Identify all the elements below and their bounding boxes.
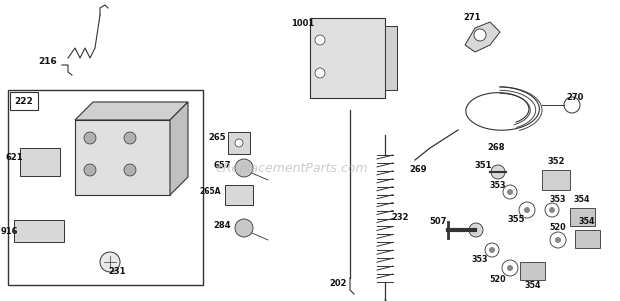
Circle shape	[502, 260, 518, 276]
Circle shape	[235, 219, 253, 237]
Text: 354: 354	[574, 196, 590, 204]
Circle shape	[519, 202, 535, 218]
Circle shape	[524, 207, 530, 213]
Bar	[520, 262, 545, 280]
Bar	[8, 90, 203, 285]
Text: 232: 232	[391, 213, 409, 222]
Circle shape	[503, 185, 517, 199]
Circle shape	[100, 252, 120, 272]
Text: 520: 520	[490, 275, 507, 284]
Text: 352: 352	[547, 157, 565, 166]
Text: 265: 265	[208, 134, 226, 142]
Text: 202: 202	[329, 280, 347, 288]
Bar	[575, 230, 600, 248]
Polygon shape	[170, 102, 188, 195]
Circle shape	[124, 164, 136, 176]
Text: 231: 231	[108, 268, 126, 277]
Text: 507: 507	[429, 218, 446, 226]
Text: 354: 354	[578, 218, 595, 226]
Text: 353: 353	[550, 196, 566, 204]
Bar	[225, 185, 253, 205]
Bar	[570, 208, 595, 226]
Circle shape	[507, 189, 513, 195]
Circle shape	[550, 232, 566, 248]
Circle shape	[235, 159, 253, 177]
Text: 265A: 265A	[199, 188, 221, 197]
Text: 269: 269	[409, 166, 427, 175]
Text: 353: 353	[490, 181, 507, 190]
Text: 354: 354	[525, 281, 541, 290]
Circle shape	[84, 132, 96, 144]
Bar	[10, 92, 38, 110]
Bar	[75, 120, 170, 195]
Text: eReplacementParts.com: eReplacementParts.com	[215, 162, 368, 175]
Text: 621: 621	[5, 154, 23, 163]
Text: 268: 268	[487, 144, 505, 153]
Circle shape	[545, 203, 559, 217]
Circle shape	[124, 132, 136, 144]
Text: 271: 271	[463, 14, 480, 23]
Bar	[20, 148, 60, 176]
Text: 270: 270	[566, 92, 583, 101]
Circle shape	[474, 29, 486, 41]
Text: 657: 657	[213, 160, 231, 169]
Polygon shape	[385, 26, 397, 90]
Circle shape	[84, 164, 96, 176]
Text: 916: 916	[0, 228, 18, 237]
Text: 520: 520	[550, 224, 566, 232]
Circle shape	[491, 165, 505, 179]
Text: 1001: 1001	[291, 20, 314, 29]
Circle shape	[564, 97, 580, 113]
Circle shape	[315, 35, 325, 45]
Polygon shape	[75, 102, 188, 120]
Polygon shape	[465, 22, 500, 52]
Text: 351: 351	[474, 160, 492, 169]
Circle shape	[555, 237, 561, 243]
Circle shape	[549, 207, 555, 213]
Circle shape	[315, 68, 325, 78]
Text: 284: 284	[213, 221, 231, 229]
Circle shape	[469, 223, 483, 237]
Circle shape	[485, 243, 499, 257]
Text: 355: 355	[507, 216, 525, 225]
Text: 353: 353	[472, 256, 489, 265]
Circle shape	[489, 247, 495, 253]
Circle shape	[507, 265, 513, 271]
Circle shape	[235, 139, 243, 147]
Bar	[14, 220, 64, 242]
Text: 222: 222	[15, 97, 33, 105]
Bar	[228, 132, 250, 154]
Bar	[310, 18, 385, 98]
Bar	[542, 170, 570, 190]
Text: 216: 216	[38, 57, 58, 67]
